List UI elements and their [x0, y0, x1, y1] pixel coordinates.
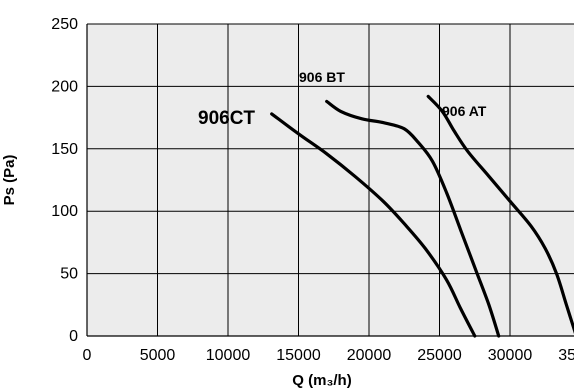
x-tick-label: 25000	[417, 347, 462, 364]
y-tick-label: 200	[51, 78, 78, 95]
series-label-906at: 906 AT	[442, 103, 487, 119]
x-axis-title: Q (m₃/h)	[292, 372, 351, 389]
series-group	[270, 94, 574, 338]
y-axis-title: Ps (Pa)	[1, 155, 18, 206]
x-tick-label: 5000	[140, 347, 176, 364]
series-line-906bt	[325, 99, 501, 338]
series-label-906ct: 906CT	[198, 108, 255, 129]
x-tick-label: 20000	[347, 347, 392, 364]
grid	[87, 23, 574, 336]
x-tick-label: 0	[83, 347, 92, 364]
y-tick-label: 50	[60, 266, 78, 283]
y-tick-label: 100	[51, 203, 78, 220]
x-tick-label: 10000	[206, 347, 251, 364]
y-tick-label: 0	[69, 328, 78, 345]
y-tick-label: 150	[51, 141, 78, 158]
y-tick-labels: 0 50 100 150 200 250	[51, 16, 78, 345]
x-tick-label: 15000	[276, 347, 321, 364]
y-tick-label: 250	[51, 16, 78, 33]
x-tick-label: 30000	[488, 347, 533, 364]
series-line-906ct	[270, 112, 477, 338]
x-tick-labels: 0 5000 10000 15000 20000 25000 30000 35000	[83, 347, 574, 364]
x-tick-label: 35000	[558, 347, 574, 364]
series-line-906at	[426, 94, 574, 335]
series-label-906bt: 906 BT	[299, 69, 345, 85]
axes	[86, 24, 574, 337]
